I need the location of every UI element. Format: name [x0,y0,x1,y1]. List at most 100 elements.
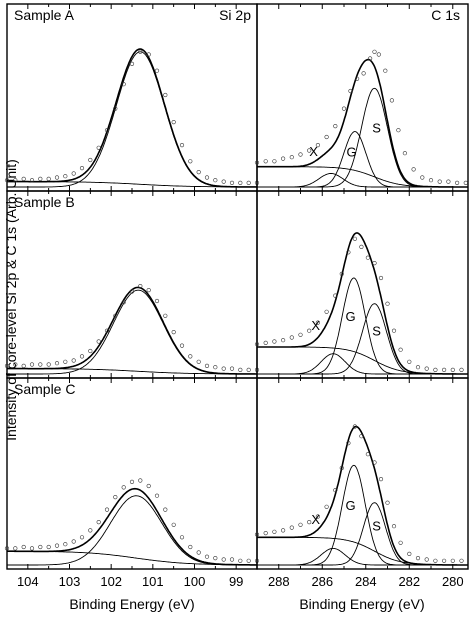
data-point [433,558,438,563]
data-point [238,180,243,185]
data-point [213,365,218,370]
background-line [257,536,468,566]
panel-frame [256,377,469,570]
component-peak-g [257,464,468,566]
data-point [378,477,384,482]
data-point [352,424,358,429]
data-point [339,465,344,471]
data-point [307,519,312,525]
background-line [257,346,468,375]
data-point [407,359,412,364]
fit-envelope [257,58,468,188]
data-point [154,493,160,498]
data-point [179,343,185,348]
data-point [46,176,51,181]
panel-sample-a-si2p: Sample A Si 2p [4,3,260,192]
data-point [54,543,60,548]
data-point [289,335,294,340]
data-point [289,155,294,160]
sample-label: Sample A [14,7,75,23]
panel-sample-c-si2p: Sample C 104 103 102 101 100 99 [4,377,260,589]
component-peak [7,289,257,375]
data-point [459,367,464,373]
x-axis-title-right: Binding Energy (eV) [299,596,424,612]
data-point [79,354,85,359]
data-point [272,529,277,534]
data-point [54,361,60,366]
component-peak-g [257,277,468,375]
data-point [146,288,151,293]
data-point [424,557,429,562]
data-point [389,98,395,103]
panel-frame [6,190,258,379]
data-point [221,179,226,184]
data-point [71,539,76,544]
data-point [281,156,286,161]
peak-label-g: G [345,309,355,324]
fit-envelope [257,425,468,566]
data-point [372,261,377,266]
data-point [254,342,260,347]
data-point [163,313,168,318]
region-label-si2p: Si 2p [219,7,251,23]
data-point [385,500,390,505]
peak-label-g: G [347,145,357,160]
data-point [420,175,425,180]
data-point [196,170,201,175]
component-peak-x [257,353,468,375]
data-point [4,546,10,551]
data-point [63,542,68,547]
data-point [229,366,235,371]
data-point [29,362,35,367]
data-point [21,544,26,550]
data-point [359,244,364,249]
data-point [315,143,321,148]
x-axis-title-left: Binding Energy (eV) [69,596,194,612]
data-point [188,159,193,164]
data-point [450,558,455,563]
x-tick-label: 99 [229,574,243,589]
data-point [96,519,101,525]
data-point [13,178,18,183]
data-point [415,365,421,370]
sample-label: Sample B [14,194,75,210]
background-line [7,550,257,566]
data-point [179,535,185,540]
data-point [204,554,210,559]
data-point [391,328,397,333]
data-point [196,550,201,555]
peak-label-x: X [311,318,320,333]
data-point [204,363,210,369]
data-point [315,320,321,325]
data-point [324,309,329,314]
data-point [104,507,110,512]
data-point [46,544,51,550]
data-point [204,175,210,180]
data-point [385,301,390,306]
data-point [359,434,364,439]
data-point [146,483,151,489]
data-point [121,485,126,490]
x-tick-label: 284 [355,574,377,589]
data-point [29,178,35,183]
component-peak [7,495,257,566]
data-point [196,359,201,364]
data-point [307,328,312,333]
data-point [188,544,193,550]
data-point [455,180,460,185]
data-point [71,358,76,363]
x-tick-label: 103 [59,574,81,589]
data-point [171,119,176,125]
panel-frame [6,377,258,570]
data-point [396,128,401,133]
data-point [361,71,366,76]
data-point [104,328,110,333]
data-point [446,179,451,184]
data-point [333,123,338,129]
data-point [315,514,321,519]
data-point [333,293,338,298]
data-point [96,145,101,150]
data-point [433,367,438,373]
